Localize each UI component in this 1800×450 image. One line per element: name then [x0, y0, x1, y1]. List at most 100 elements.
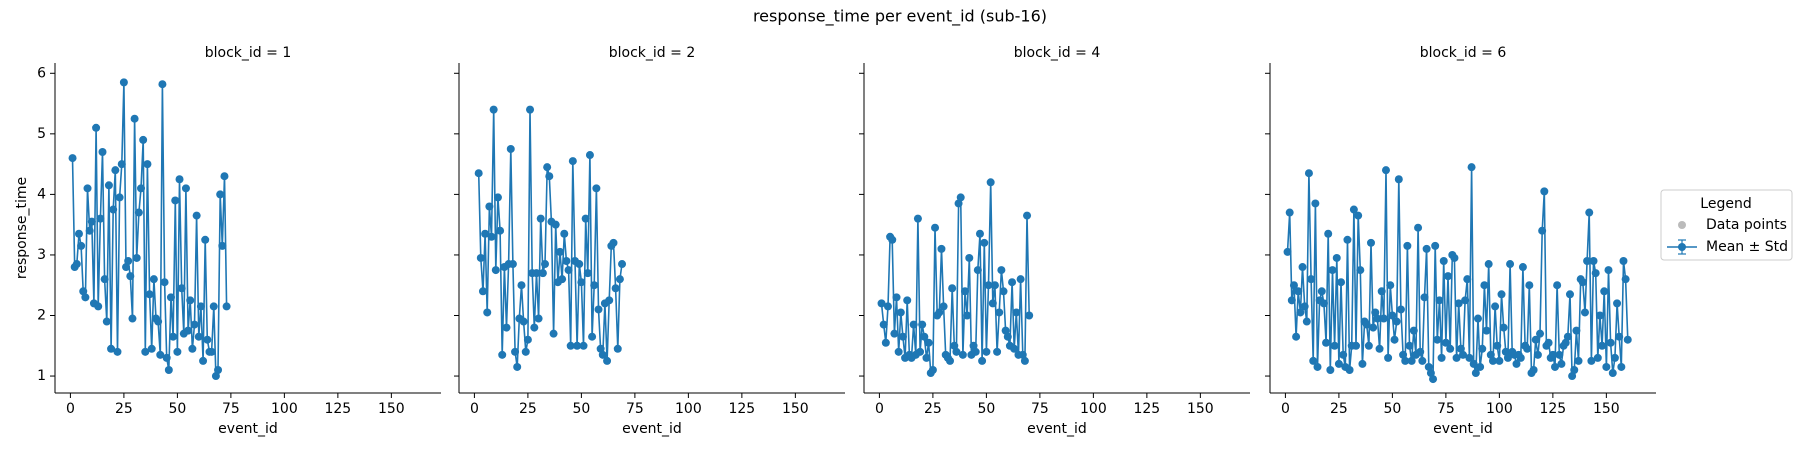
mean-point: [615, 275, 624, 284]
mean-point: [1580, 308, 1589, 317]
mean-point: [883, 302, 892, 311]
mean-point: [162, 353, 171, 362]
mean-point: [487, 232, 496, 241]
mean-point: [613, 344, 622, 353]
mean-point: [592, 184, 601, 193]
mean-point: [1540, 187, 1549, 196]
mean-point: [1491, 302, 1500, 311]
mean-point: [493, 193, 502, 202]
mean-point: [1572, 326, 1581, 335]
mean-point: [975, 229, 984, 238]
mean-point: [1401, 356, 1410, 365]
mean-point: [1396, 305, 1405, 314]
mean-point: [922, 353, 931, 362]
mean-point: [111, 166, 120, 175]
panel-title: block_id = 2: [609, 45, 695, 61]
mean-point: [971, 347, 980, 356]
mean-point: [588, 332, 597, 341]
mean-point: [969, 341, 978, 350]
mean-point: [160, 278, 169, 287]
mean-point: [1529, 365, 1538, 374]
mean-point: [598, 350, 607, 359]
mean-point: [581, 214, 590, 223]
x-tick-label: 50: [168, 401, 186, 417]
mean-point: [1595, 311, 1604, 320]
legend-label: Mean ± Std: [1706, 239, 1788, 255]
mean-point: [1298, 263, 1307, 272]
mean-point: [149, 275, 158, 284]
mean-point: [1023, 211, 1032, 220]
mean-point: [1375, 344, 1384, 353]
mean-point: [1332, 253, 1341, 262]
panel-title: block_id = 6: [1420, 45, 1507, 61]
mean-point: [1379, 314, 1388, 323]
mean-point: [536, 214, 545, 223]
mean-point: [534, 314, 543, 323]
mean-point: [1600, 287, 1609, 296]
mean-point: [1414, 223, 1423, 232]
mean-point: [958, 350, 967, 359]
mean-point: [935, 308, 944, 317]
mean-point: [173, 347, 182, 356]
mean-point: [175, 175, 184, 184]
x-tick-label: 125: [1539, 401, 1566, 417]
mean-point: [158, 80, 167, 89]
mean-point: [560, 229, 569, 238]
mean-point: [1012, 308, 1021, 317]
x-tick-label: 0: [66, 401, 75, 417]
mean-point: [164, 365, 173, 374]
mean-point: [1495, 356, 1504, 365]
mean-point: [993, 347, 1002, 356]
mean-point: [122, 263, 131, 272]
mean-point: [920, 332, 929, 341]
x-tick-label: 75: [626, 401, 644, 417]
mean-point: [1001, 326, 1010, 335]
mean-point: [113, 347, 122, 356]
mean-point: [1418, 356, 1427, 365]
x-tick-label: 100: [1486, 401, 1513, 417]
mean-point: [1613, 299, 1622, 308]
y-tick-label: 1: [37, 368, 46, 384]
mean-point: [1439, 257, 1448, 265]
x-tick-label: 150: [782, 401, 809, 417]
mean-point: [517, 281, 526, 290]
mean-point: [1623, 335, 1632, 344]
mean-point: [1583, 257, 1592, 265]
mean-point: [1484, 260, 1493, 269]
mean-point: [201, 235, 210, 244]
mean-point: [960, 287, 969, 296]
mean-point: [1619, 257, 1628, 265]
mean-point: [1020, 356, 1029, 365]
mean-point: [1354, 211, 1363, 220]
mean-point: [134, 208, 143, 217]
x-tick-label: 125: [728, 401, 755, 417]
mean-point: [995, 308, 1004, 317]
mean-point: [156, 350, 165, 359]
panel-title: block_id = 1: [205, 45, 291, 61]
mean-point: [474, 169, 483, 178]
mean-point: [502, 323, 511, 332]
mean-point: [1362, 320, 1371, 329]
mean-point: [988, 299, 997, 308]
mean-point: [585, 151, 594, 160]
mean-point: [1407, 356, 1416, 365]
x-tick-label: 125: [1133, 401, 1160, 417]
mean-point: [590, 281, 599, 290]
mean-point: [980, 238, 989, 247]
x-tick-label: 0: [875, 401, 884, 417]
x-tick-label: 100: [271, 401, 298, 417]
mean-point: [1497, 290, 1506, 299]
mean-point: [562, 257, 571, 265]
mean-point: [483, 308, 492, 317]
x-tick-label: 100: [675, 401, 702, 417]
mean-point: [506, 144, 515, 153]
mean-point: [1285, 208, 1294, 217]
mean-point: [913, 214, 922, 223]
mean-point: [1459, 350, 1467, 359]
mean-point: [209, 302, 218, 311]
mean-point: [1563, 332, 1572, 341]
x-tick-label: 150: [1593, 401, 1620, 417]
mean-point: [1452, 353, 1461, 362]
mean-point: [1557, 359, 1566, 368]
mean-point: [1551, 362, 1560, 371]
